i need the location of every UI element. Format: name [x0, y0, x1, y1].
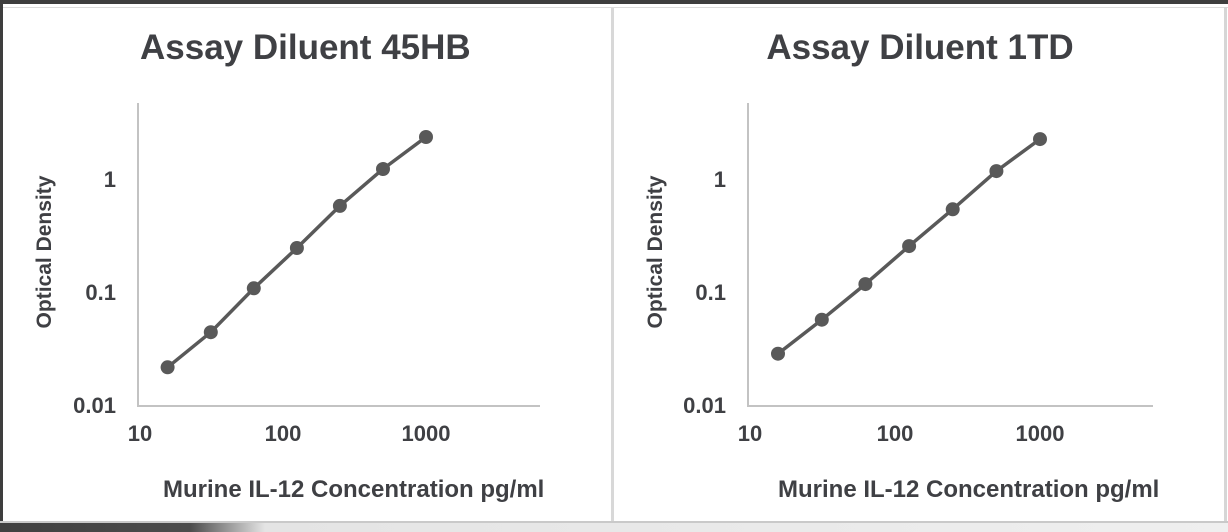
y-tick-label: 0.01 — [73, 393, 116, 418]
panel-divider — [611, 8, 614, 521]
chart-title-right: Assay Diluent 1TD — [766, 28, 1074, 67]
data-point — [203, 325, 218, 340]
data-point — [289, 241, 304, 255]
frame-left-border — [0, 0, 3, 532]
data-point — [945, 202, 960, 217]
y-tick-label: 0.1 — [695, 280, 726, 305]
chart-title-left: Assay Diluent 45HB — [140, 28, 471, 67]
frame-bottom-inner-line — [0, 521, 1228, 523]
y-tick-label: 1 — [713, 167, 726, 192]
data-point — [376, 162, 390, 176]
x-tick-label: 100 — [876, 421, 914, 446]
data-point — [332, 198, 347, 213]
y-tick-label: 1 — [103, 167, 116, 192]
data-point — [989, 164, 1004, 179]
data-point — [1033, 132, 1047, 147]
frame-top-border — [0, 0, 1228, 4]
data-point — [814, 312, 829, 327]
x-tick-label: 10 — [127, 421, 153, 446]
data-point — [419, 130, 433, 144]
data-point — [902, 239, 917, 254]
x-axis-title-left: Murine IL-12 Concentration pg/ml — [163, 476, 545, 503]
x-tick-label: 10 — [737, 421, 763, 446]
frame-right-border — [1224, 7, 1227, 532]
y-tick-label: 0.01 — [683, 393, 726, 418]
data-point — [246, 281, 261, 296]
x-tick-label: 1000 — [401, 421, 451, 446]
data-point — [858, 277, 873, 292]
frame-top-inner-line — [0, 7, 1228, 8]
data-point — [771, 346, 785, 361]
x-tick-label: 100 — [264, 421, 302, 446]
frame-bottom-border — [0, 523, 1228, 532]
x-tick-label: 1000 — [1015, 421, 1065, 446]
data-point — [160, 360, 175, 375]
y-tick-label: 0.1 — [85, 280, 116, 305]
x-axis-title-right: Murine IL-12 Concentration pg/ml — [778, 476, 1160, 503]
